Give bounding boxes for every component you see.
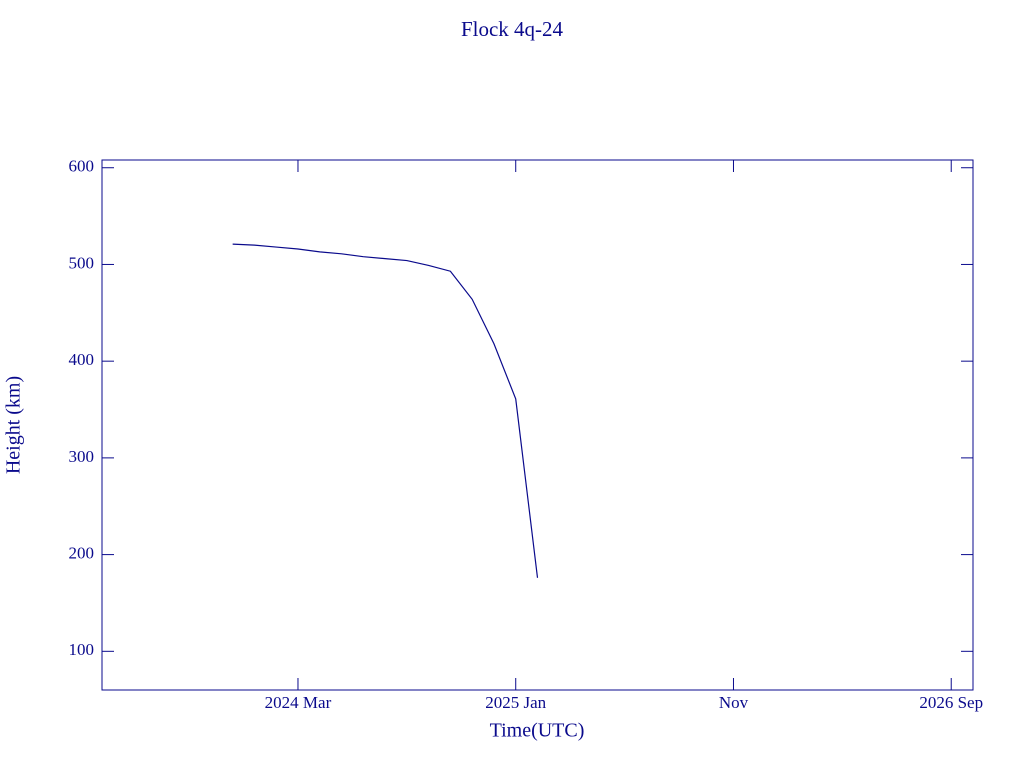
x-tick-label: 2025 Jan [485, 693, 546, 712]
y-axis-label: Height (km) [3, 376, 25, 474]
y-tick-label: 600 [69, 157, 95, 176]
data-line [232, 243, 539, 578]
x-tick-label: 2026 Sep [919, 693, 983, 712]
y-tick-label: 200 [69, 544, 95, 563]
chart-title: Flock 4q-24 [461, 17, 564, 41]
x-tick-label: Nov [719, 693, 749, 712]
plot-frame [101, 159, 974, 691]
y-tick-label: 100 [69, 640, 95, 659]
y-tick-label: 500 [69, 253, 95, 272]
y-tick-label: 300 [69, 447, 95, 466]
x-axis-label: Time(UTC) [490, 720, 585, 742]
y-tick-label: 400 [69, 350, 95, 369]
x-tick-label: 2024 Mar [265, 693, 332, 712]
